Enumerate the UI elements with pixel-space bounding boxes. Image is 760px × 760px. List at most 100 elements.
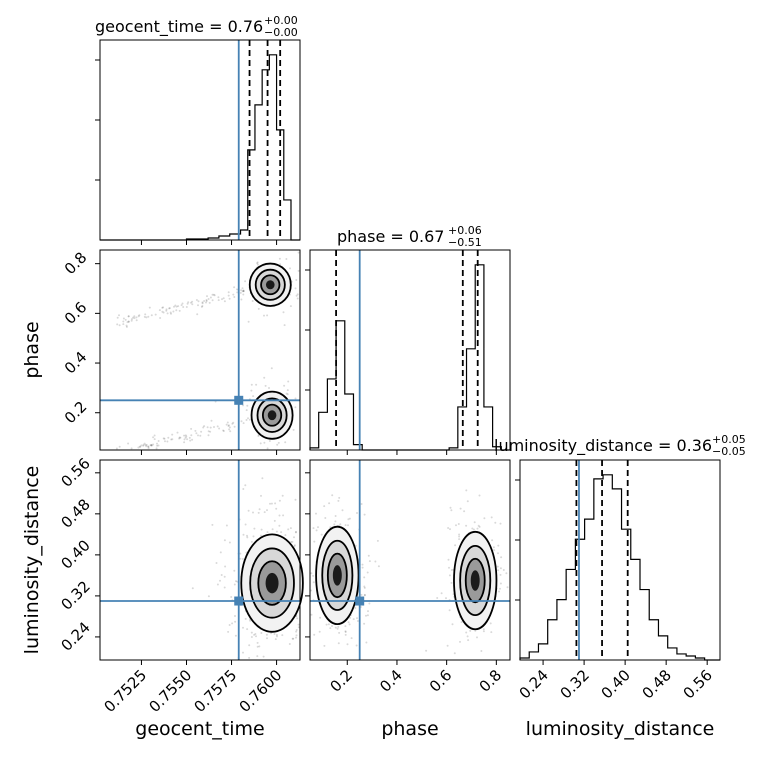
- scatter-points-layer: [115, 251, 509, 659]
- sample-point: [232, 421, 235, 424]
- sample-point: [242, 533, 245, 536]
- density-fill: [470, 570, 480, 591]
- sample-point: [163, 437, 166, 440]
- panel-frame: [309, 249, 511, 451]
- sample-point: [296, 617, 299, 620]
- contour-line: [260, 274, 281, 296]
- sample-point: [227, 424, 230, 427]
- sample-point: [491, 539, 494, 542]
- sample-point: [269, 502, 271, 505]
- sample-point: [270, 367, 273, 370]
- sample-point: [497, 569, 500, 572]
- sample-point: [247, 509, 250, 512]
- sample-point: [200, 305, 203, 308]
- sample-point: [334, 515, 337, 517]
- sample-point: [331, 625, 333, 627]
- sample-point: [135, 319, 138, 322]
- sample-point: [245, 409, 248, 412]
- sample-point: [466, 635, 469, 638]
- sample-point: [458, 538, 461, 541]
- contour-line: [315, 525, 360, 626]
- sample-point: [197, 434, 199, 437]
- sample-point: [338, 496, 341, 499]
- sample-point: [188, 436, 191, 439]
- sample-point: [287, 528, 290, 531]
- sample-point: [294, 531, 297, 534]
- sample-point: [241, 558, 244, 560]
- sample-point: [203, 300, 206, 302]
- title-main: geocent_time = 0.76: [95, 17, 263, 37]
- sample-point: [274, 638, 277, 641]
- sample-point: [133, 315, 136, 318]
- sample-point: [341, 509, 344, 512]
- sample-point: [169, 311, 172, 314]
- sample-point: [261, 477, 264, 480]
- sample-point: [295, 530, 297, 533]
- sample-point: [315, 529, 318, 532]
- sample-point: [212, 293, 215, 296]
- density-fill: [265, 572, 279, 594]
- sample-point: [209, 430, 212, 433]
- sample-point: [165, 309, 168, 312]
- sample-point: [242, 289, 245, 292]
- sample-point: [263, 376, 266, 379]
- sample-point: [483, 517, 486, 520]
- sample-point: [250, 389, 253, 392]
- sample-point: [130, 318, 133, 321]
- x-tick-label: 0.2: [326, 666, 356, 696]
- y-tick-label: 0.56: [57, 454, 93, 490]
- sample-point: [116, 323, 119, 326]
- sample-point: [223, 300, 226, 303]
- sample-point: [312, 527, 315, 530]
- sample-point: [447, 527, 450, 529]
- sample-point: [157, 440, 160, 442]
- sample-point: [283, 384, 286, 387]
- sample-point: [173, 305, 175, 308]
- x-tick-label: 0.7575: [191, 666, 241, 716]
- sample-point: [162, 437, 165, 440]
- sample-point: [157, 444, 160, 447]
- sample-point: [312, 581, 315, 584]
- sample-point: [344, 625, 347, 628]
- sample-point: [463, 510, 466, 513]
- sample-point: [260, 632, 263, 634]
- sample-point: [137, 315, 140, 318]
- sample-point: [459, 640, 461, 643]
- sample-point: [448, 566, 450, 569]
- sample-point: [476, 527, 479, 530]
- sample-point: [482, 630, 485, 633]
- sample-point: [207, 595, 210, 598]
- sample-point: [161, 306, 164, 309]
- sample-point: [184, 434, 187, 437]
- sample-point: [130, 447, 133, 450]
- sample-point: [205, 300, 208, 302]
- x-tick-label: 0.6: [426, 666, 456, 696]
- sample-point: [292, 428, 295, 431]
- sample-point: [277, 441, 280, 444]
- grid-layer: [100, 40, 720, 660]
- sample-point: [297, 251, 300, 254]
- sample-point: [368, 560, 371, 563]
- sample-point: [497, 544, 500, 547]
- sample-point: [187, 301, 190, 304]
- sample-point: [282, 514, 285, 517]
- sample-point: [250, 631, 253, 634]
- sample-point: [338, 631, 341, 634]
- sample-point: [333, 523, 336, 526]
- title-minus: −0.51: [448, 236, 482, 249]
- sample-point: [454, 544, 457, 547]
- x-tick-label: 0.8: [476, 666, 506, 696]
- sample-point: [236, 288, 238, 291]
- sample-point: [295, 294, 298, 297]
- sample-point: [268, 387, 270, 389]
- sample-point: [467, 639, 470, 642]
- sample-point: [233, 286, 236, 289]
- sample-point: [312, 574, 315, 577]
- sample-point: [253, 633, 256, 636]
- sample-point: [295, 634, 298, 637]
- sample-point: [256, 261, 259, 264]
- sample-point: [232, 293, 235, 296]
- sample-point: [194, 429, 197, 432]
- sample-point: [450, 581, 453, 584]
